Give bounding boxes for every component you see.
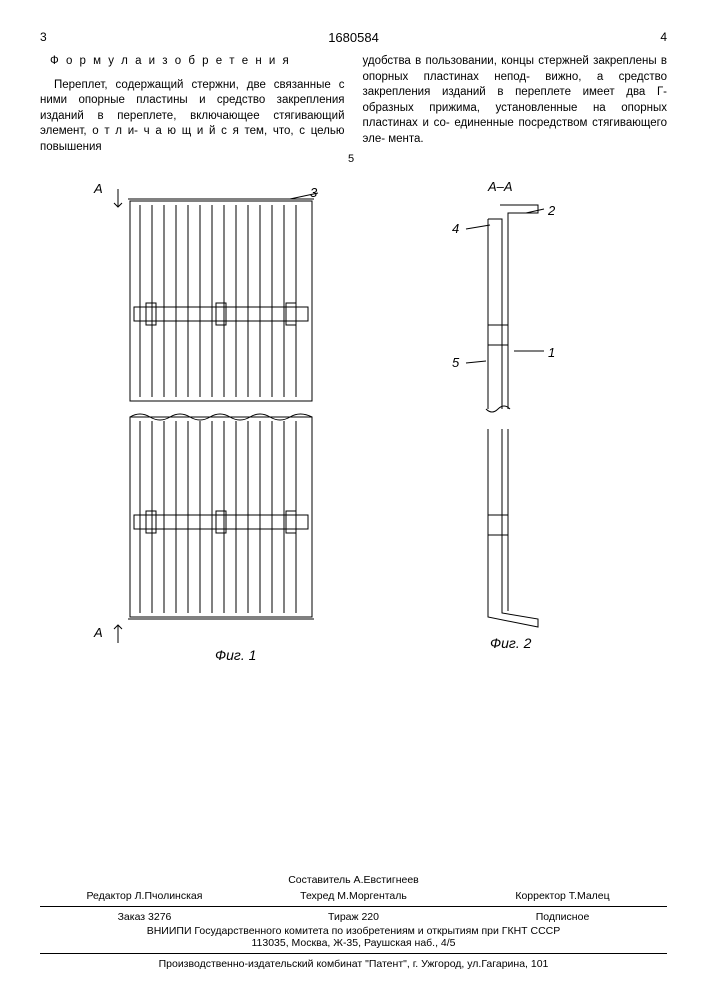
fig1-ref-3: 3 <box>310 185 317 200</box>
credits-row: Редактор Л.Пчолинская Техред М.Моргентал… <box>40 890 667 902</box>
compiler: Составитель А.Евстигнеев <box>40 874 667 886</box>
editor: Редактор Л.Пчолинская <box>40 890 249 902</box>
line-number-5: 5 <box>348 153 354 165</box>
fig1-svg <box>110 185 330 655</box>
address-2: Производственно-издательский комбинат "П… <box>40 958 667 970</box>
fig2-callout-2: 2 <box>548 203 555 218</box>
order-row: Заказ 3276 Тираж 220 Подписное <box>40 911 667 923</box>
fig2-label: Фиг. 2 <box>490 635 531 651</box>
order-number: Заказ 3276 <box>40 911 249 923</box>
divider-2 <box>40 953 667 954</box>
page-number-left: 3 <box>40 30 47 44</box>
figure-2: A–A 2 4 1 5 <box>430 185 590 675</box>
column-right: удобства в пользовании, концы стержней з… <box>363 54 668 155</box>
divider-1 <box>40 906 667 907</box>
techred: Техред М.Моргенталь <box>249 890 458 902</box>
fig2-callout-5: 5 <box>452 355 459 370</box>
claim-text-left: Переплет, содержащий стержни, две связан… <box>40 78 345 156</box>
section-letter-top: A <box>94 181 103 196</box>
claim-text-right: удобства в пользовании, концы стержней з… <box>363 54 668 147</box>
address-1: 113035, Москва, Ж-35, Раушская наб., 4/5 <box>40 937 667 949</box>
org-line: ВНИИПИ Государственного комитета по изоб… <box>40 925 667 937</box>
podpisnoe: Подписное <box>458 911 667 923</box>
footer-block: Составитель А.Евстигнеев Редактор Л.Пчол… <box>40 874 667 970</box>
text-columns: Ф о р м у л а и з о б р е т е н и я Пере… <box>40 54 667 155</box>
tirazh: Тираж 220 <box>249 911 458 923</box>
figure-1: A 3 A <box>110 185 330 675</box>
patent-page: 3 4 1680584 Ф о р м у л а и з о б р е т … <box>0 0 707 1000</box>
fig2-section-title: A–A <box>488 179 513 194</box>
column-left: Ф о р м у л а и з о б р е т е н и я Пере… <box>40 54 345 155</box>
section-letter-bottom: A <box>94 625 103 640</box>
patent-number: 1680584 <box>328 30 379 45</box>
fig2-svg <box>430 185 590 655</box>
formula-title: Ф о р м у л а и з о б р е т е н и я <box>40 54 345 70</box>
fig1-label: Фиг. 1 <box>215 647 256 663</box>
corrector: Корректор Т.Малец <box>458 890 667 902</box>
figures-area: A 3 A <box>40 175 667 735</box>
fig2-callout-4: 4 <box>452 221 459 236</box>
page-number-right: 4 <box>660 30 667 44</box>
fig2-callout-1: 1 <box>548 345 555 360</box>
